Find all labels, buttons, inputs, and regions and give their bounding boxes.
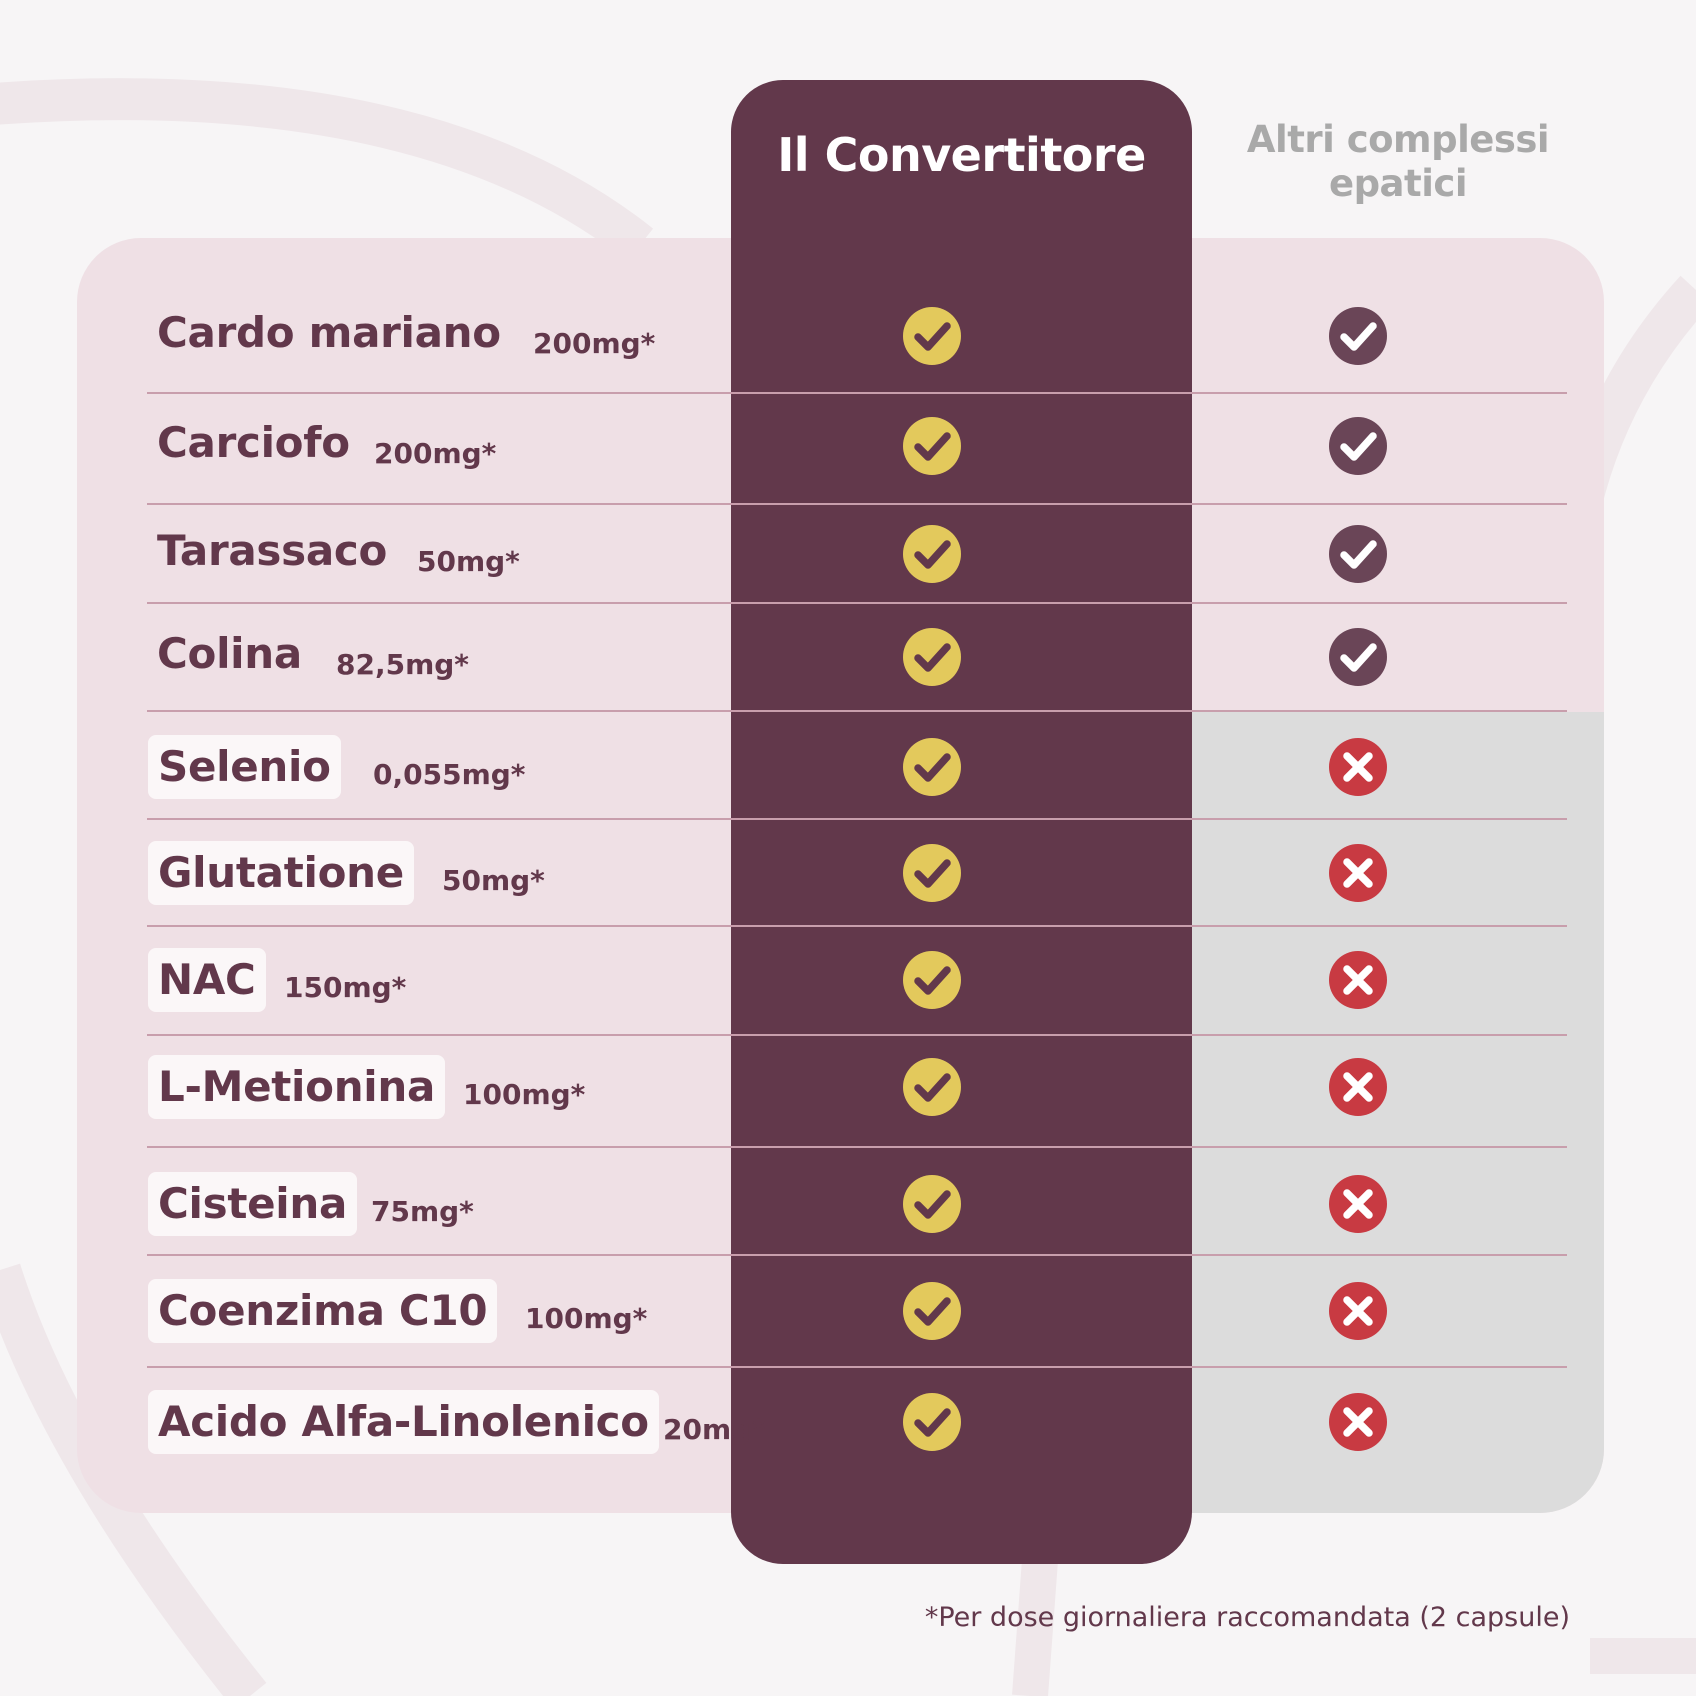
ingredient-dose: 75mg* — [371, 1195, 474, 1228]
row-divider — [147, 1034, 1567, 1036]
ingredient-name: Cisteina — [148, 1172, 358, 1236]
check-icon — [1328, 416, 1388, 476]
ingredient-name: NAC — [148, 948, 266, 1012]
check-icon — [902, 737, 962, 797]
brand-column-title: Il Convertitore — [777, 128, 1146, 182]
check-icon — [1328, 306, 1388, 366]
row-divider — [147, 1366, 1567, 1368]
check-icon — [902, 306, 962, 366]
cross-icon — [1328, 1392, 1388, 1452]
others-title-line1: Altri complessi — [1246, 118, 1550, 161]
cross-icon — [1328, 1057, 1388, 1117]
row-divider — [147, 710, 1567, 712]
ingredient-dose: 100mg* — [525, 1302, 648, 1335]
ingredient-dose: 20mg* — [663, 1413, 766, 1446]
check-icon — [902, 843, 962, 903]
check-icon — [902, 1281, 962, 1341]
ingredient-name: Cardo mariano — [157, 308, 501, 357]
row-divider — [147, 602, 1567, 604]
row-divider — [147, 925, 1567, 927]
footnote: *Per dose giornaliera raccomandata (2 ca… — [924, 1602, 1570, 1633]
row-divider — [147, 392, 1567, 394]
row-divider — [147, 503, 1567, 505]
row-divider — [147, 1146, 1567, 1148]
ingredient-name: L-Metionina — [148, 1055, 446, 1119]
check-icon — [902, 524, 962, 584]
ingredient-name: Acido Alfa-Linolenico — [148, 1390, 659, 1454]
cross-icon — [1328, 737, 1388, 797]
others-column-title: Altri complessi epatici — [1192, 118, 1604, 206]
ingredient-dose: 82,5mg* — [336, 648, 469, 681]
ingredient-dose: 200mg* — [533, 327, 656, 360]
ingredient-dose: 0,055mg* — [373, 758, 526, 791]
brand-column — [731, 80, 1192, 1564]
check-icon — [902, 950, 962, 1010]
ingredient-dose: 100mg* — [463, 1078, 586, 1111]
check-icon — [902, 416, 962, 476]
others-title-line2: epatici — [1328, 162, 1468, 205]
cross-icon — [1328, 1281, 1388, 1341]
check-icon — [902, 1174, 962, 1234]
check-icon — [902, 1392, 962, 1452]
check-icon — [902, 627, 962, 687]
check-icon — [902, 1057, 962, 1117]
cross-icon — [1328, 950, 1388, 1010]
ingredient-name: Colina — [157, 629, 302, 678]
ingredient-dose: 200mg* — [374, 437, 497, 470]
ingredient-name: Coenzima C10 — [148, 1279, 498, 1343]
ingredient-name: Tarassaco — [157, 526, 388, 575]
cross-icon — [1328, 1174, 1388, 1234]
ingredient-dose: 150mg* — [284, 971, 407, 1004]
others-missing-area — [1191, 712, 1604, 1513]
check-icon — [1328, 524, 1388, 584]
row-divider — [147, 818, 1567, 820]
ingredient-dose: 50mg* — [417, 545, 520, 578]
ingredient-name: Glutatione — [148, 841, 414, 905]
cross-icon — [1328, 843, 1388, 903]
ingredient-name: Carciofo — [157, 418, 350, 467]
check-icon — [1328, 627, 1388, 687]
row-divider — [147, 1254, 1567, 1256]
ingredient-dose: 50mg* — [442, 864, 545, 897]
ingredient-name: Selenio — [148, 735, 341, 799]
